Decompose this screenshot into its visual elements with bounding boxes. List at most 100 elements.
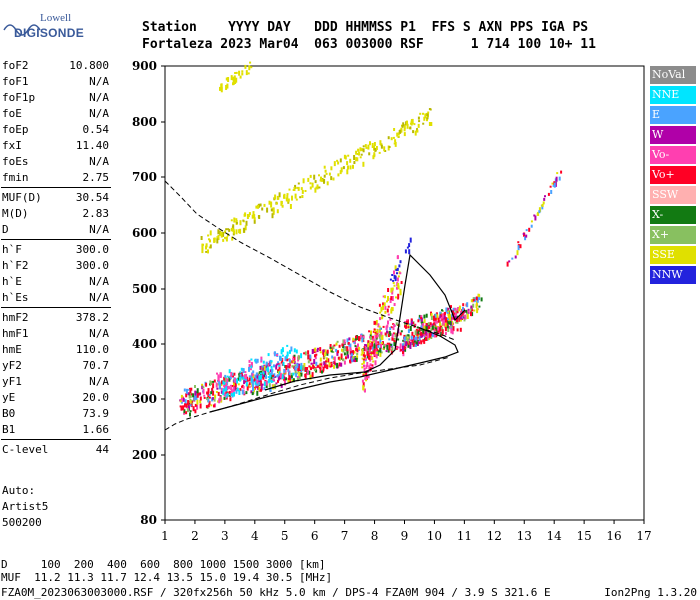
echo-dot — [180, 394, 183, 399]
echo-dot — [534, 215, 537, 221]
echo-dot — [348, 344, 351, 347]
echo-dot — [332, 351, 335, 353]
echo-dot — [216, 238, 219, 244]
echo-dot — [402, 339, 405, 342]
echo-dot — [256, 383, 259, 387]
echo-dot — [256, 390, 259, 396]
echo-dot — [395, 322, 398, 326]
echo-dot — [430, 324, 433, 327]
echo-dot — [418, 340, 421, 343]
echo-dot — [326, 181, 329, 186]
echo-dot — [434, 327, 437, 330]
echo-dot — [315, 369, 318, 373]
echo-dot — [245, 373, 248, 379]
echo-dot — [221, 380, 223, 385]
echo-dot — [450, 305, 452, 309]
x-tick-label: 13 — [517, 529, 532, 543]
echo-dot — [226, 387, 229, 390]
echo-dot — [320, 363, 322, 366]
echo-dot — [333, 361, 336, 365]
echo-dot — [466, 314, 469, 319]
echo-dot — [386, 308, 389, 313]
echo-dot — [390, 349, 393, 355]
echo-dot — [347, 165, 349, 170]
param-name: foEp — [2, 123, 29, 136]
echo-dot — [460, 314, 463, 317]
echo-dot — [425, 331, 428, 336]
echo-dot — [358, 346, 361, 350]
echo-dot — [360, 335, 363, 338]
mufd-dashed-curve — [164, 356, 451, 431]
echo-dot — [424, 336, 427, 341]
echo-dot — [300, 353, 303, 359]
echo-dot — [223, 385, 226, 391]
echo-dot — [194, 390, 197, 396]
param-row: B1 1.66 — [1, 422, 111, 438]
echo-dot — [230, 389, 233, 395]
echo-dot — [427, 111, 430, 114]
echo-dot — [374, 148, 376, 151]
echo-dot — [373, 320, 376, 325]
echo-dot — [367, 345, 370, 351]
echo-dot — [281, 358, 284, 362]
echo-dot — [406, 120, 408, 126]
echo-dot — [358, 151, 361, 156]
echo-dot — [454, 307, 457, 311]
echo-dot — [288, 372, 291, 376]
echo-dot — [226, 378, 229, 383]
echo-dot — [182, 397, 185, 402]
echo-dot — [366, 362, 369, 367]
echo-dot — [375, 339, 378, 345]
echo-dot — [423, 319, 426, 324]
echo-dot — [250, 358, 253, 361]
echo-dot — [399, 291, 402, 296]
echo-dot — [426, 117, 429, 120]
echo-dot — [426, 113, 429, 117]
echo-dot — [426, 333, 429, 339]
x-tick-label: 14 — [547, 529, 563, 543]
echo-dot — [325, 360, 327, 363]
echo-dot — [403, 132, 406, 137]
echo-dot — [428, 108, 431, 110]
y-axis-ticks: 900 800 700 600 500 400 300 200 80 — [132, 59, 165, 527]
echo-dot — [293, 356, 296, 361]
echo-dot — [388, 342, 391, 348]
echo-dot — [362, 145, 365, 148]
echo-dot — [239, 388, 242, 392]
echo-dot — [301, 189, 304, 194]
echo-dot — [243, 213, 246, 217]
echo-dot — [377, 341, 380, 344]
echo-dot — [330, 364, 333, 367]
echo-dot — [196, 392, 199, 398]
echo-dot — [391, 274, 394, 276]
echo-dot — [303, 352, 306, 355]
param-name: hmF2 — [2, 311, 29, 324]
echo-dot — [250, 390, 253, 394]
echo-dot — [326, 349, 329, 354]
echo-dot — [270, 374, 273, 379]
echo-dot — [353, 161, 356, 164]
echo-dot — [248, 359, 251, 363]
echo-dot — [309, 356, 312, 362]
echo-dot — [321, 178, 324, 182]
echo-dot — [443, 315, 446, 320]
echo-dot — [236, 388, 239, 392]
echo-dot — [450, 328, 453, 334]
echo-dot — [422, 339, 425, 343]
echo-dot — [187, 400, 190, 404]
echo-dot — [369, 336, 372, 340]
echo-dot — [387, 305, 390, 308]
echo-dot — [306, 370, 309, 376]
echo-dot — [400, 330, 403, 333]
echo-dot — [409, 323, 411, 326]
echo-dot — [215, 382, 218, 388]
echo-dot — [296, 186, 299, 189]
echo-dot — [399, 288, 402, 293]
echo-dot — [380, 144, 383, 149]
true-height-profile-curve — [209, 327, 459, 413]
echo-dot — [272, 207, 275, 213]
echo-dot — [470, 305, 473, 309]
echo-dot — [405, 323, 407, 329]
echo-dot — [314, 354, 316, 358]
echo-dot — [336, 340, 339, 343]
